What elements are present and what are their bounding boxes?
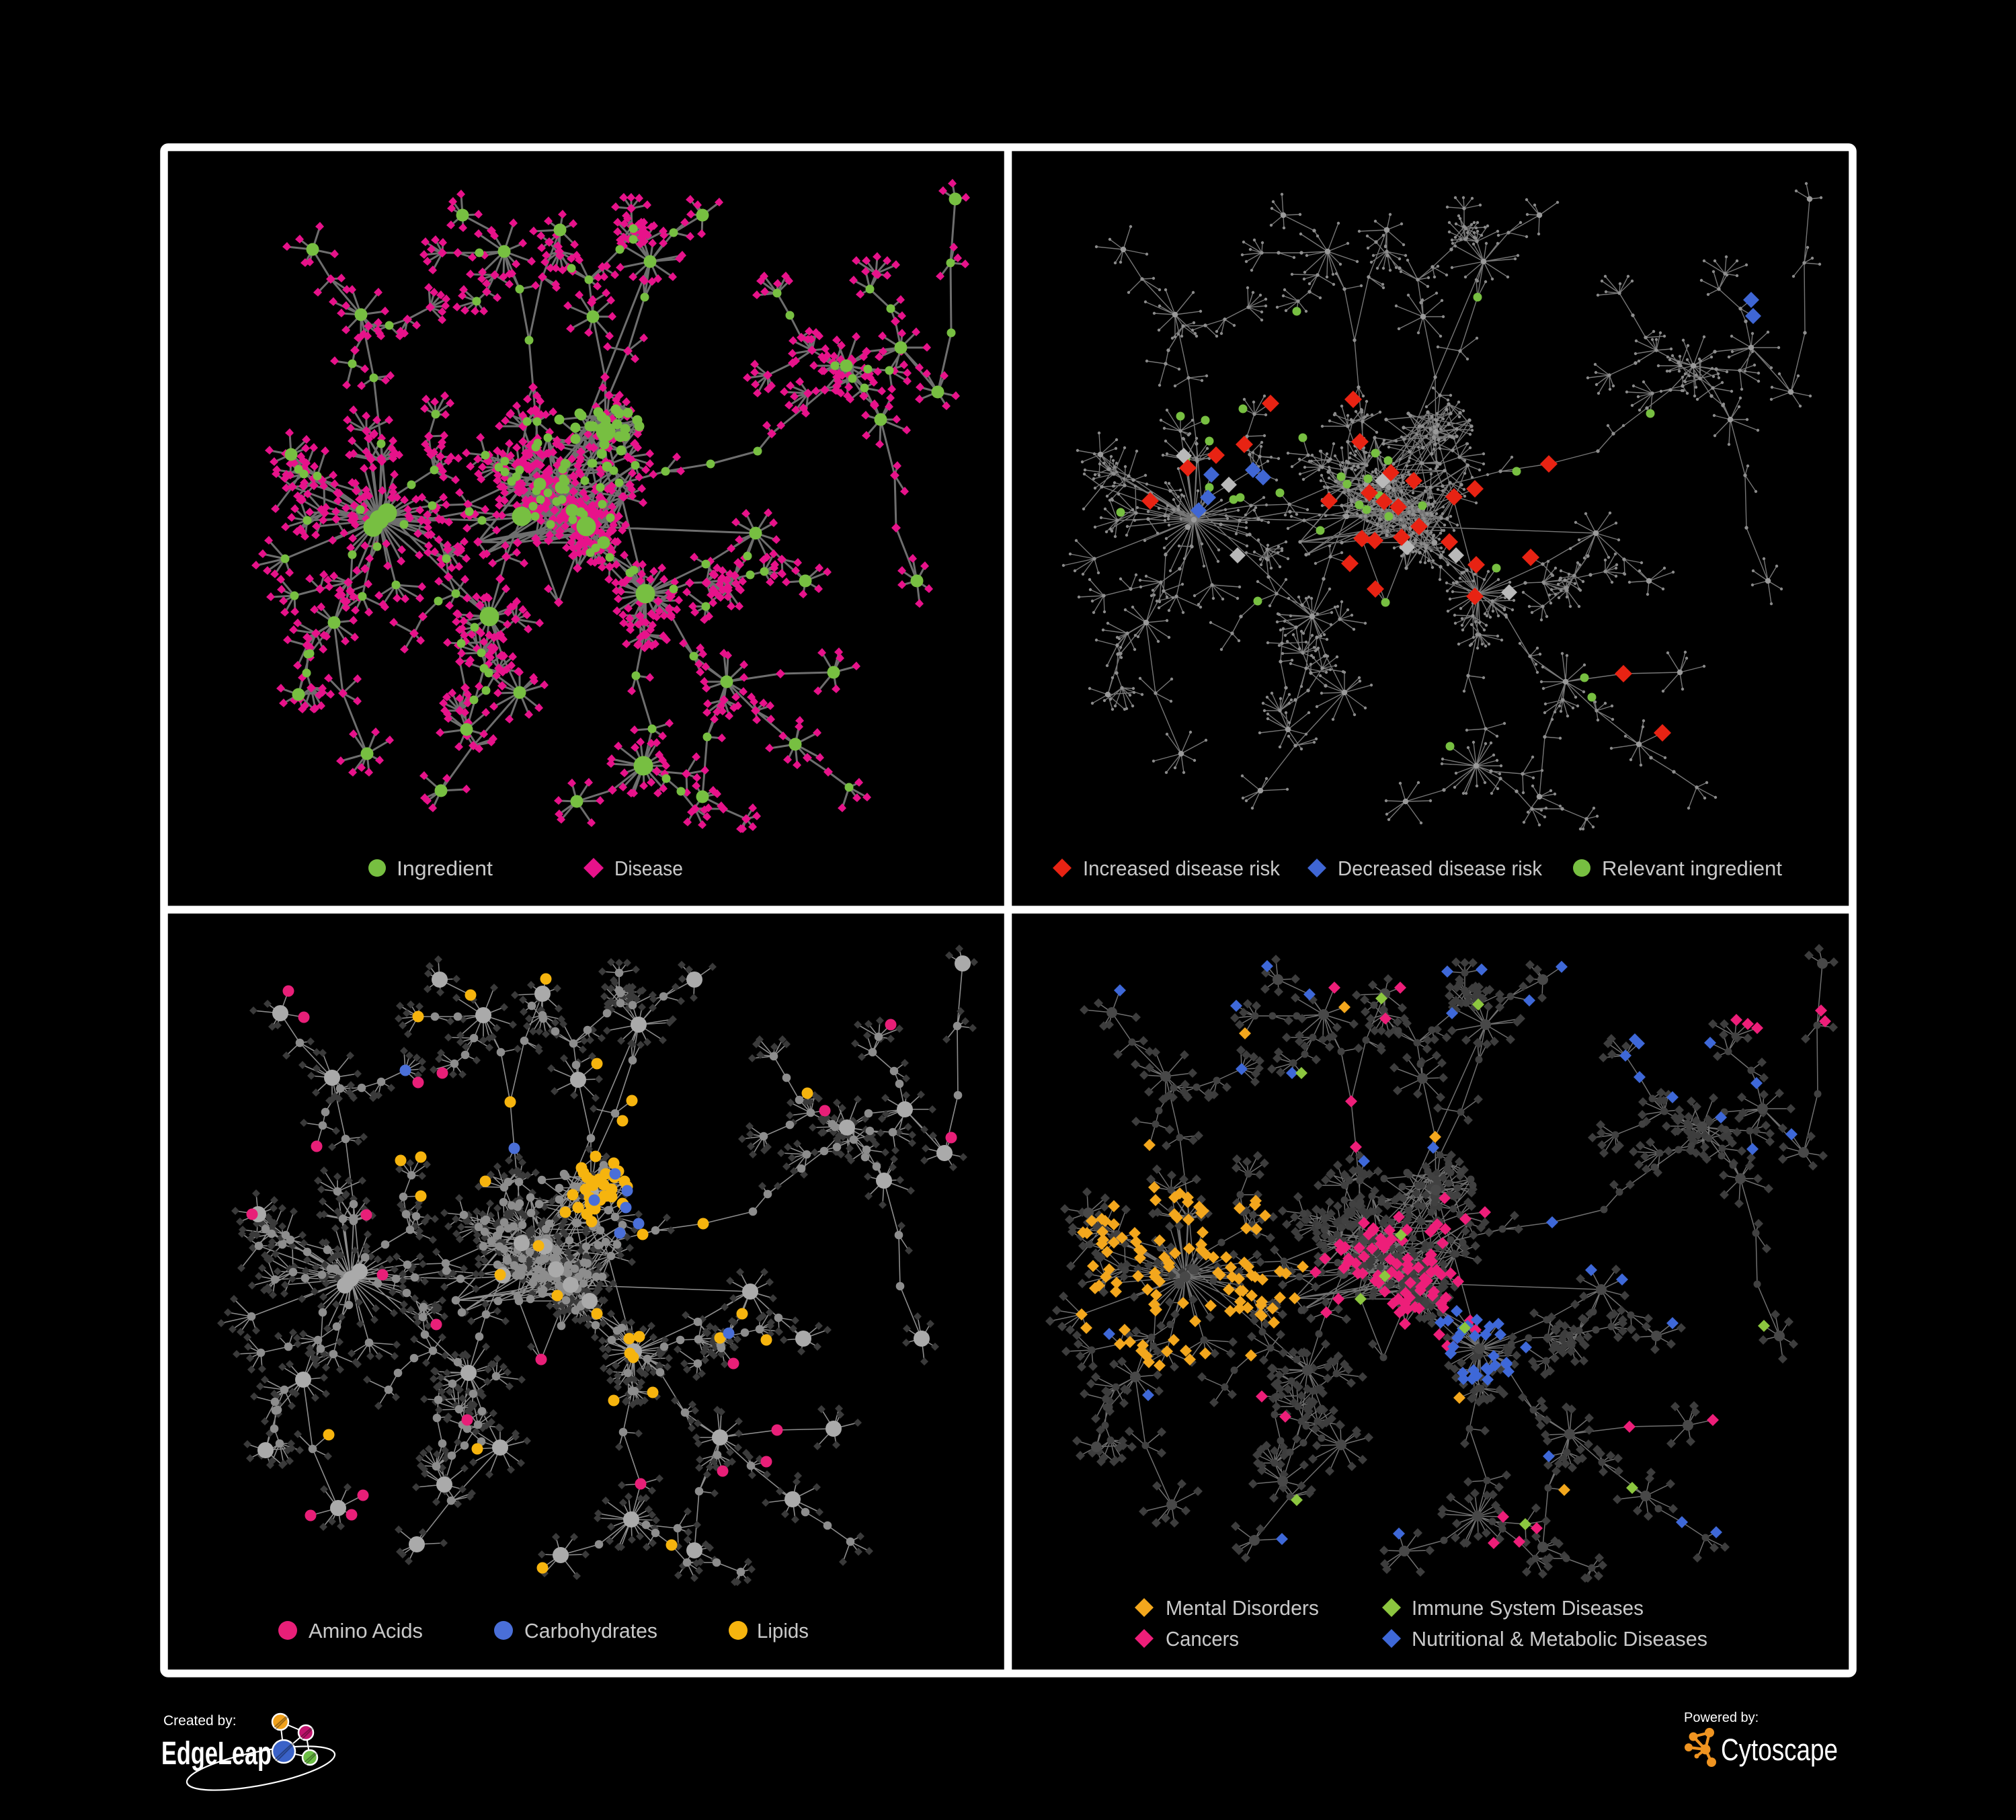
svg-text:EdgeLeap: EdgeLeap [161,1736,272,1772]
svg-text:Increased disease risk: Increased disease risk [1083,857,1280,880]
svg-text:Created by:: Created by: [163,1713,237,1729]
svg-text:Cytoscape: Cytoscape [1721,1733,1838,1767]
svg-text:Disease: Disease [614,857,683,880]
svg-text:Amino Acids: Amino Acids [309,1619,423,1643]
svg-text:Carbohydrates: Carbohydrates [524,1619,657,1643]
svg-text:Ingredient: Ingredient [397,857,493,880]
svg-text:Powered by:: Powered by: [1684,1710,1759,1725]
svg-text:Cancers: Cancers [1166,1627,1239,1651]
svg-text:Mental Disorders: Mental Disorders [1166,1596,1319,1620]
svg-text:Relevant ingredient: Relevant ingredient [1602,857,1782,880]
svg-text:Decreased disease risk: Decreased disease risk [1338,857,1542,880]
svg-text:Immune System Diseases: Immune System Diseases [1412,1596,1644,1620]
svg-text:Nutritional & Metabolic Diseas: Nutritional & Metabolic Diseases [1412,1627,1707,1651]
svg-text:Lipids: Lipids [757,1619,809,1643]
